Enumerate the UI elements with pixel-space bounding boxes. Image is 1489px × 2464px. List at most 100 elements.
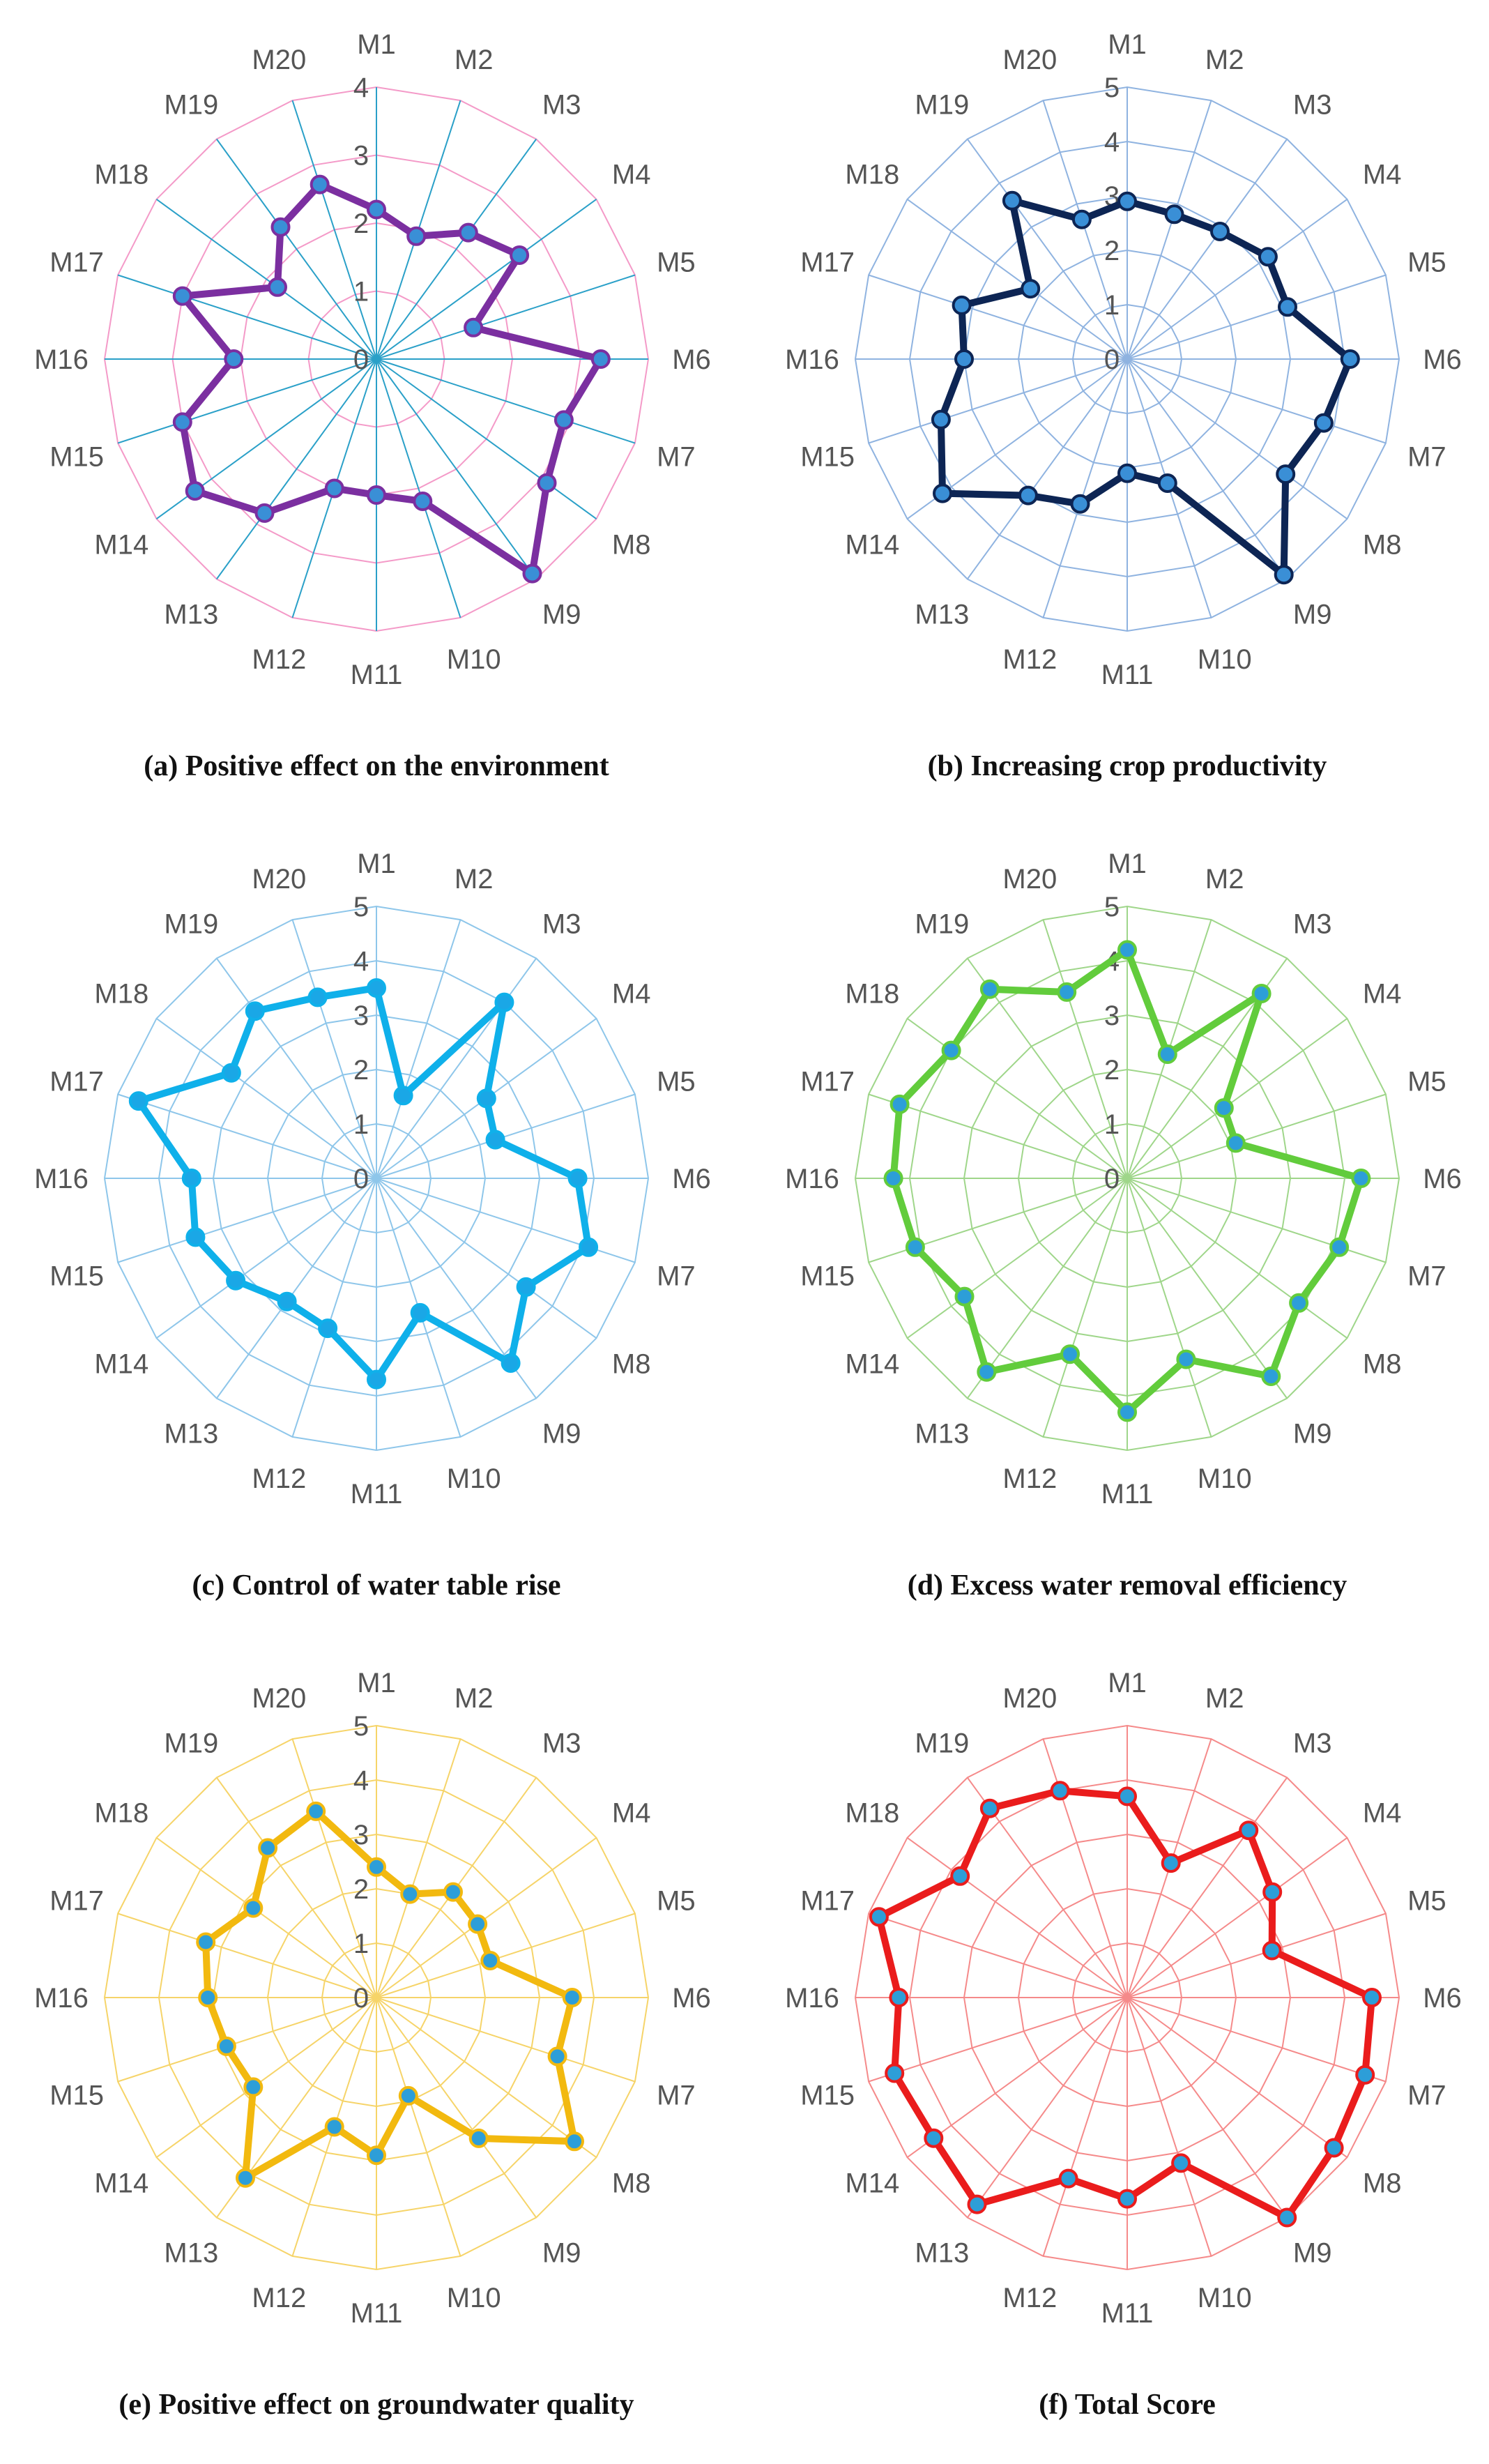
spoke-m10 (376, 358, 461, 618)
category-label-m4: M4 (612, 1797, 651, 1828)
category-label-m15: M15 (800, 442, 855, 473)
data-point-m16 (954, 349, 974, 369)
spoke-m3 (1127, 138, 1288, 360)
category-label-m6: M6 (1423, 1164, 1462, 1194)
data-point-m17 (952, 295, 972, 315)
data-point-m16 (198, 1988, 218, 2007)
caption-e: (e) Positive effect on groundwater quali… (119, 2389, 634, 2421)
data-point-m19 (245, 1001, 265, 1021)
category-label-m11: M11 (1101, 1479, 1154, 1509)
data-point-m4 (468, 1914, 488, 1934)
category-label-m11: M11 (351, 1479, 403, 1509)
category-label-m4: M4 (612, 978, 651, 1009)
spoke-m8 (1127, 358, 1348, 520)
data-point-m11 (367, 2145, 386, 2166)
data-point-m11 (367, 485, 386, 505)
category-label-m1: M1 (357, 29, 396, 60)
spoke-m4 (376, 1836, 597, 1998)
data-point-m5 (464, 317, 484, 337)
tick-label-0: 0 (1104, 1164, 1120, 1194)
tick-label-3: 3 (353, 141, 369, 172)
data-point-m19 (979, 1798, 1000, 1818)
data-point-m9 (1261, 1367, 1281, 1386)
spoke-m18 (155, 198, 377, 360)
spoke-m12 (291, 1178, 377, 1438)
spoke-m9 (376, 1997, 537, 2219)
data-point-m13 (1018, 485, 1038, 505)
category-label-m13: M13 (164, 2238, 218, 2269)
category-label-m19: M19 (164, 89, 218, 120)
data-point-m7 (1313, 413, 1334, 433)
spoke-m4 (376, 198, 597, 360)
data-point-m13 (277, 1291, 297, 1311)
category-label-m7: M7 (1407, 1261, 1446, 1292)
data-point-m10 (410, 1302, 430, 1323)
data-point-m16 (224, 349, 244, 369)
tick-label-2: 2 (353, 1874, 369, 1905)
tick-label-3: 3 (1104, 1001, 1120, 1031)
spoke-m2 (1127, 100, 1212, 360)
category-label-m12: M12 (252, 2283, 306, 2313)
tick-label-1: 1 (353, 1929, 369, 1959)
spoke-m8 (1127, 1997, 1348, 2159)
category-label-m7: M7 (1407, 442, 1446, 473)
data-point-m10 (1171, 2153, 1191, 2173)
data-point-m4 (510, 245, 530, 265)
data-point-m9 (522, 563, 542, 584)
spoke-m4 (1127, 198, 1348, 360)
category-label-m11: M11 (351, 2298, 403, 2329)
data-point-m13 (254, 503, 275, 523)
spoke-m20 (1042, 919, 1128, 1179)
data-point-m14 (954, 1286, 975, 1307)
category-label-m13: M13 (915, 1419, 969, 1450)
spoke-m20 (1042, 1738, 1128, 1998)
category-label-m20: M20 (1002, 864, 1057, 895)
spoke-m3 (376, 138, 537, 360)
category-label-m16: M16 (34, 344, 89, 375)
spoke-m20 (291, 1738, 377, 1998)
data-point-m4 (476, 1088, 496, 1109)
data-point-m14 (226, 1270, 246, 1291)
data-point-m2 (400, 1884, 420, 1904)
category-label-m2: M2 (455, 864, 494, 895)
category-label-m12: M12 (252, 644, 306, 675)
spoke-m4 (1127, 1836, 1348, 1998)
category-label-m14: M14 (845, 530, 899, 561)
data-point-m9 (501, 1353, 521, 1373)
data-point-m11 (367, 1369, 386, 1390)
category-label-m18: M18 (845, 159, 899, 190)
tick-label-0: 0 (353, 344, 369, 375)
data-point-m20 (1050, 1781, 1070, 1801)
data-point-m5 (480, 1951, 501, 1970)
tick-label-2: 2 (1104, 1055, 1120, 1086)
category-label-m6: M6 (672, 344, 711, 375)
data-point-m20 (1071, 209, 1092, 229)
category-label-m2: M2 (1205, 864, 1244, 895)
data-point-m14 (185, 481, 205, 501)
tick-label-5: 5 (353, 1711, 369, 1742)
spoke-m19 (966, 138, 1128, 360)
data-point-m19 (270, 217, 291, 237)
data-point-m20 (1057, 982, 1077, 1002)
data-point-m8 (1276, 464, 1296, 485)
data-point-m7 (1355, 2064, 1375, 2085)
data-point-m18 (1021, 279, 1041, 299)
spoke-m18 (155, 1017, 377, 1179)
category-label-m8: M8 (612, 530, 651, 561)
data-point-m12 (1058, 2168, 1078, 2189)
data-point-m20 (307, 987, 328, 1007)
data-point-m1 (367, 978, 386, 998)
category-label-m11: M11 (1101, 2298, 1154, 2329)
data-point-m2 (393, 1086, 413, 1106)
category-label-m18: M18 (845, 1797, 899, 1828)
category-label-m19: M19 (164, 1728, 218, 1758)
data-point-m15 (905, 1237, 925, 1257)
category-label-m18: M18 (94, 978, 148, 1009)
data-point-m2 (1161, 1853, 1181, 1873)
data-point-m12 (324, 2117, 344, 2137)
spoke-m2 (376, 919, 461, 1179)
category-label-m6: M6 (1423, 1983, 1462, 2014)
spoke-m14 (155, 1997, 377, 2159)
spoke-m15 (117, 358, 377, 444)
